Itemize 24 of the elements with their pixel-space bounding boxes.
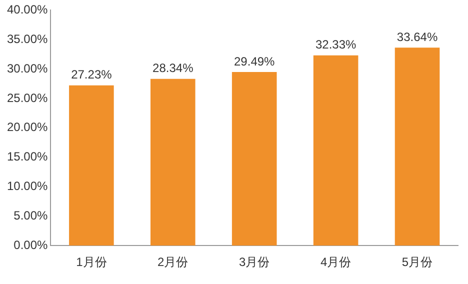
bar	[69, 85, 114, 246]
data-label: 28.34%	[152, 61, 194, 76]
x-tick-label: 1月份	[76, 255, 107, 270]
y-tick-label: 20.00%	[6, 120, 48, 134]
x-tick-label: 4月份	[320, 255, 352, 270]
bar	[150, 78, 196, 246]
x-tick-label: 2月份	[158, 255, 188, 270]
data-label: 32.33%	[315, 38, 356, 52]
y-tick-label: 40.00%	[6, 2, 48, 17]
x-tick-label: 5月份	[402, 255, 433, 270]
y-tick-label: 35.00%	[6, 32, 48, 46]
x-tick-label: 3月份	[239, 255, 270, 270]
y-tick-label: 15.00%	[6, 150, 48, 164]
y-tick-label: 10.00%	[6, 179, 48, 194]
y-tick-label: 30.00%	[6, 61, 48, 76]
data-label: 29.49%	[234, 54, 276, 68]
bar	[394, 48, 440, 246]
bar	[313, 55, 358, 246]
y-tick-label: 0.00%	[14, 238, 48, 252]
bar	[232, 72, 277, 246]
data-label: 33.64%	[396, 30, 438, 44]
y-tick-label: 25.00%	[6, 90, 48, 105]
y-tick-label: 5.00%	[14, 208, 48, 222]
data-label: 27.23%	[71, 68, 112, 82]
